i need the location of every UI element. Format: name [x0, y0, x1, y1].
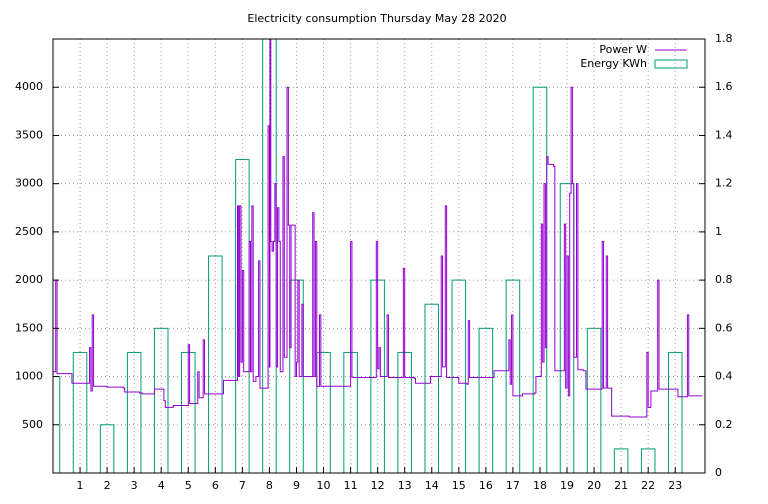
energy-box	[72, 351, 88, 473]
y2-tick-label: 1.8	[715, 32, 733, 45]
x-tick-label: 4	[158, 479, 165, 492]
x-tick-label: 3	[131, 479, 138, 492]
x-tick-label: 5	[185, 479, 192, 492]
y-tick-label: 2000	[15, 273, 43, 286]
energy-box	[126, 351, 142, 473]
x-tick-label: 10	[317, 479, 331, 492]
y-tick-label: 3000	[15, 177, 43, 190]
x-tick-label: 6	[212, 479, 219, 492]
y2-tick-label: 0	[715, 466, 722, 479]
y2-tick-label: 1.4	[715, 128, 733, 141]
energy-box	[451, 279, 467, 473]
x-tick-label: 18	[533, 479, 547, 492]
y-tick-label: 1000	[15, 370, 43, 383]
x-tick-label: 19	[560, 479, 574, 492]
x-tick-label: 22	[641, 479, 655, 492]
energy-box	[208, 255, 223, 473]
x-tick-label: 9	[293, 479, 300, 492]
y2-tick-label: 0.8	[715, 273, 733, 286]
y2-tick-label: 0.2	[715, 418, 733, 431]
x-tick-label: 12	[371, 479, 385, 492]
y2-tick-label: 0.4	[715, 370, 733, 383]
plot-area	[53, 39, 703, 473]
plot-border	[52, 38, 706, 474]
energy-box	[153, 327, 169, 473]
x-tick-label: 17	[506, 479, 520, 492]
x-tick-label: 21	[614, 479, 628, 492]
x-tick-label: 1	[77, 479, 84, 492]
energy-box	[99, 424, 115, 473]
x-tick-label: 16	[479, 479, 493, 492]
x-tick-label: 15	[452, 479, 466, 492]
x-tick-label: 11	[344, 479, 358, 492]
x-tick-label: 8	[266, 479, 273, 492]
x-tick-label: 20	[587, 479, 601, 492]
y-tick-label: 4000	[15, 80, 43, 93]
energy-box	[586, 327, 602, 473]
legend-label: Power W	[599, 43, 647, 56]
chart-title: Electricity consumption Thursday May 28 …	[247, 12, 506, 25]
x-tick-label: 2	[104, 479, 111, 492]
y2-tick-label: 0.6	[715, 321, 733, 334]
y-tick-label: 2500	[15, 225, 43, 238]
energy-box	[667, 351, 683, 473]
x-tick-label: 23	[668, 479, 682, 492]
y2-tick-label: 1.2	[715, 177, 733, 190]
x-tick-label: 7	[239, 479, 246, 492]
y-tick-label: 1500	[15, 321, 43, 334]
energy-box	[505, 279, 521, 473]
energy-box	[316, 351, 331, 473]
y-tick-label: 500	[22, 418, 43, 431]
power-line	[53, 39, 703, 418]
axes: 1 2 3 4 5 6 7 8 9 10 11 12 13 14 15 16 17 18 19 20 21 22 23500…	[15, 32, 733, 492]
y2-tick-label: 1.6	[715, 80, 733, 93]
energy-box	[478, 327, 494, 473]
energy-box	[424, 303, 440, 473]
x-tick-label: 13	[398, 479, 412, 492]
legend-swatch	[654, 59, 688, 69]
legend-label: Energy KWh	[580, 57, 647, 70]
y2-tick-label: 1	[715, 225, 722, 238]
x-tick-label: 14	[425, 479, 439, 492]
y-tick-label: 3500	[15, 128, 43, 141]
